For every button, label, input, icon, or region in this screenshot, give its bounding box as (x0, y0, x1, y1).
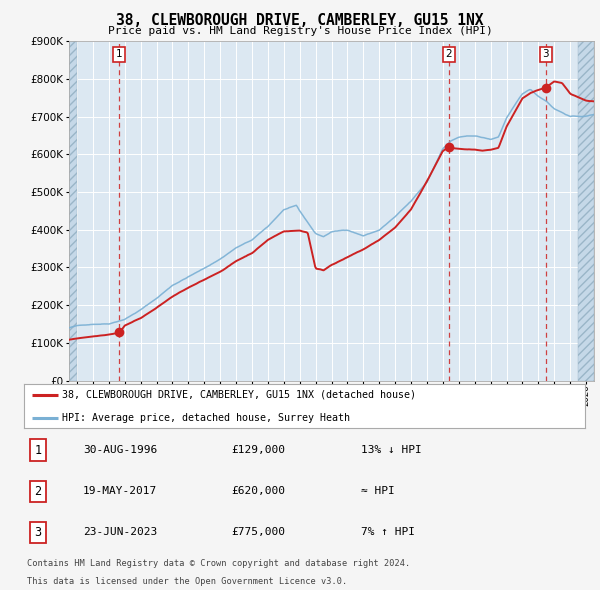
Text: This data is licensed under the Open Government Licence v3.0.: This data is licensed under the Open Gov… (27, 576, 347, 585)
Text: 3: 3 (542, 50, 549, 60)
Text: Contains HM Land Registry data © Crown copyright and database right 2024.: Contains HM Land Registry data © Crown c… (27, 559, 410, 568)
Text: 38, CLEWBOROUGH DRIVE, CAMBERLEY, GU15 1NX (detached house): 38, CLEWBOROUGH DRIVE, CAMBERLEY, GU15 1… (62, 389, 416, 399)
Text: 30-AUG-1996: 30-AUG-1996 (83, 445, 157, 455)
Text: 38, CLEWBOROUGH DRIVE, CAMBERLEY, GU15 1NX: 38, CLEWBOROUGH DRIVE, CAMBERLEY, GU15 1… (116, 13, 484, 28)
Text: 23-JUN-2023: 23-JUN-2023 (83, 527, 157, 537)
Text: 1: 1 (34, 444, 41, 457)
Text: £129,000: £129,000 (232, 445, 286, 455)
Polygon shape (578, 41, 594, 381)
Text: 13% ↓ HPI: 13% ↓ HPI (361, 445, 421, 455)
Text: 2: 2 (34, 484, 41, 498)
Text: 2: 2 (446, 50, 452, 60)
Text: 3: 3 (34, 526, 41, 539)
Text: 19-MAY-2017: 19-MAY-2017 (83, 486, 157, 496)
Text: 1: 1 (116, 50, 122, 60)
Text: 7% ↑ HPI: 7% ↑ HPI (361, 527, 415, 537)
Text: £620,000: £620,000 (232, 486, 286, 496)
Text: HPI: Average price, detached house, Surrey Heath: HPI: Average price, detached house, Surr… (62, 413, 350, 423)
Text: £775,000: £775,000 (232, 527, 286, 537)
Polygon shape (69, 41, 77, 381)
Text: Price paid vs. HM Land Registry's House Price Index (HPI): Price paid vs. HM Land Registry's House … (107, 26, 493, 36)
Text: ≈ HPI: ≈ HPI (361, 486, 394, 496)
